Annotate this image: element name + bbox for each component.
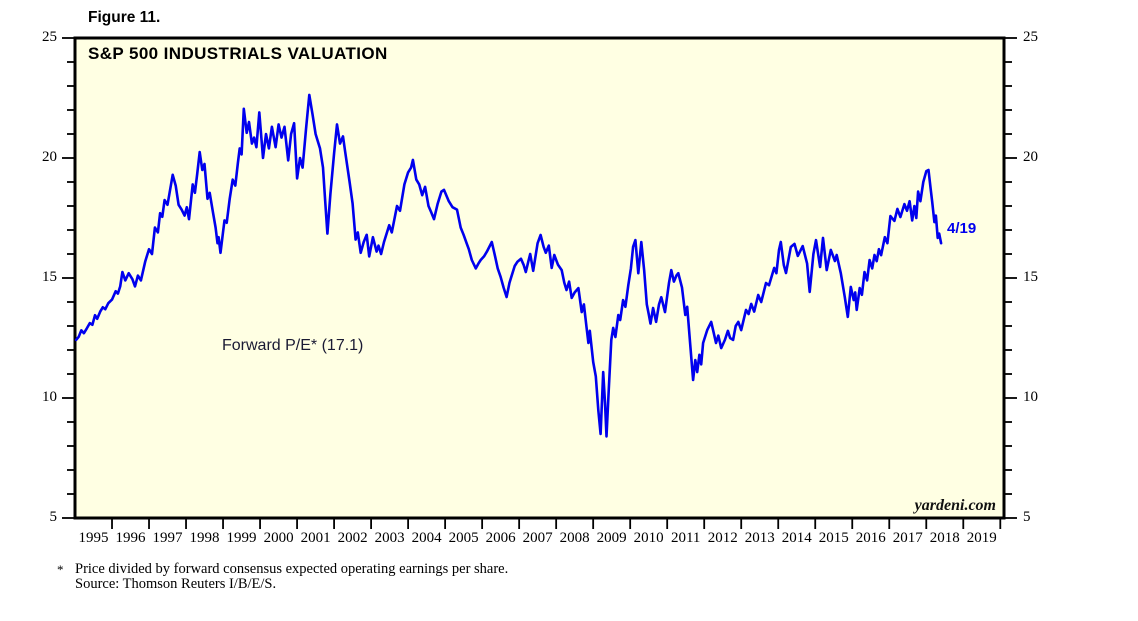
y-axis-label-right: 10	[1023, 389, 1038, 405]
y-axis-label-left: 10	[42, 389, 57, 405]
watermark: yardeni.com	[914, 497, 996, 514]
x-axis-label: 2010	[633, 530, 664, 546]
x-axis-label: 2006	[485, 530, 516, 546]
y-axis-label-right: 5	[1023, 509, 1031, 525]
x-axis-label: 2009	[596, 530, 627, 546]
x-axis-label: 2008	[559, 530, 590, 546]
x-axis-label: 2014	[781, 530, 812, 546]
x-axis-label: 1998	[189, 530, 220, 546]
y-axis-label-right: 25	[1023, 29, 1038, 45]
y-axis-label-left: 15	[42, 269, 57, 285]
x-axis-label: 2013	[744, 530, 775, 546]
forward-pe-line	[74, 93, 943, 438]
x-axis-label: 1996	[115, 530, 146, 546]
x-axis-label: 2017	[892, 530, 923, 546]
footnote-line-1: Price divided by forward consensus expec…	[75, 561, 509, 577]
y-axis-label-right: 15	[1023, 269, 1038, 285]
x-axis-label: 2000	[263, 530, 294, 546]
x-axis-label: 2007	[522, 530, 553, 546]
plot-frame	[73, 36, 1006, 520]
x-axis-label: 2003	[374, 530, 405, 546]
y-axis-label-left: 25	[42, 29, 57, 45]
x-axis-label: 2018	[929, 530, 960, 546]
y-axis-label-left: 5	[49, 509, 58, 525]
x-axis-label: 2005	[448, 530, 479, 546]
y-axis-label-right: 20	[1023, 149, 1038, 165]
x-axis-label: 1995	[78, 530, 109, 546]
series-annotation: Forward P/E* (17.1)	[222, 337, 364, 354]
figure-label: Figure 11.	[88, 9, 161, 26]
x-axis-label: 1997	[152, 530, 183, 546]
x-axis-label: 2001	[300, 530, 331, 546]
x-axis-label: 1999	[226, 530, 257, 546]
x-axis-label: 2012	[707, 530, 738, 546]
footnote-marker: *	[57, 562, 64, 577]
chart-title: S&P 500 INDUSTRIALS VALUATION	[88, 44, 388, 63]
footnote-line-2: Source: Thomson Reuters I/B/E/S.	[75, 576, 277, 592]
x-axis-label: 2015	[818, 530, 849, 546]
x-axis-label: 2011	[670, 530, 701, 546]
x-axis-label: 2019	[966, 530, 997, 546]
x-axis-label: 2016	[855, 530, 886, 546]
x-axis-label: 2004	[411, 530, 442, 546]
y-axis-label-left: 20	[42, 149, 57, 165]
latest-point-label: 4/19	[947, 220, 977, 237]
x-axis-label: 2002	[337, 530, 368, 546]
